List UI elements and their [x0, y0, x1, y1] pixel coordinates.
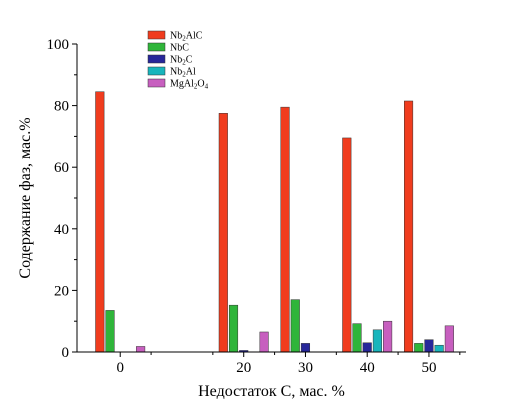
x-tick-label: 50	[421, 360, 436, 376]
bar-Nb2AlC-50	[404, 100, 414, 353]
bar-Nb2C-30	[300, 343, 311, 353]
plot-area	[95, 91, 454, 353]
x-axis-title: Недостаток С, мас. %	[198, 383, 345, 400]
bar-Nb2AlC-30	[280, 106, 290, 353]
legend-item-Nb2Al: Nb2Al	[147, 66, 196, 79]
bar-MgAl2O4-40	[383, 320, 393, 353]
legend-label: NbC	[170, 43, 189, 54]
y-tick-label: 20	[54, 283, 69, 299]
x-tick-label: 20	[236, 360, 251, 376]
legend-swatch	[147, 54, 166, 64]
legend-label: Nb2Al	[170, 67, 196, 79]
legend-item-NbC: NbC	[147, 42, 189, 54]
legend-label: Nb2C	[170, 55, 193, 67]
bar-Nb2Al-50	[434, 344, 444, 353]
y-axis-title: Содержание фаз, мас.%	[17, 117, 34, 278]
bar-Nb2AlC-20	[218, 113, 228, 353]
legend-item-Nb2C: Nb2C	[147, 54, 193, 67]
x-tick-label: 0	[116, 360, 124, 376]
bar-Nb2AlC-40	[342, 137, 352, 353]
legend-item-Nb2AlC: Nb2AlC	[147, 30, 203, 43]
bar-Nb2Al-40	[372, 329, 382, 353]
bar-MgAl2O4-20	[259, 331, 269, 353]
bar-NbC-0	[105, 310, 115, 353]
legend-swatch	[147, 42, 166, 52]
y-tick-label: 80	[54, 99, 69, 115]
bar-NbC-30	[290, 299, 300, 353]
y-tick-label: 0	[62, 345, 70, 361]
x-tick-label: 30	[298, 360, 313, 376]
axes: 0 20 40 60 80 100 0 20 30 40 50 Недостаток С, мас. …	[17, 37, 466, 400]
legend-label: MgAl2O4	[170, 79, 209, 91]
bar-MgAl2O4-50	[444, 325, 454, 353]
bar-Nb2C-40	[362, 342, 372, 353]
y-tick-label: 60	[54, 160, 69, 176]
bar-NbC-20	[228, 304, 239, 353]
legend-swatch	[147, 30, 166, 40]
bar-Nb2C-50	[424, 339, 434, 353]
legend-swatch	[147, 66, 166, 76]
bar-NbC-40	[352, 323, 362, 353]
y-tick-label: 40	[54, 222, 69, 238]
bar-NbC-50	[414, 343, 424, 353]
bar-MgAl2O4-0	[136, 346, 146, 353]
x-tick-label: 40	[360, 360, 375, 376]
legend-label: Nb2AlC	[170, 31, 203, 43]
legend-swatch	[147, 78, 166, 88]
bar-Nb2AlC-0	[95, 91, 105, 353]
y-tick-label: 100	[47, 37, 70, 53]
legend-item-MgAl2O4: MgAl2O4	[147, 78, 209, 91]
